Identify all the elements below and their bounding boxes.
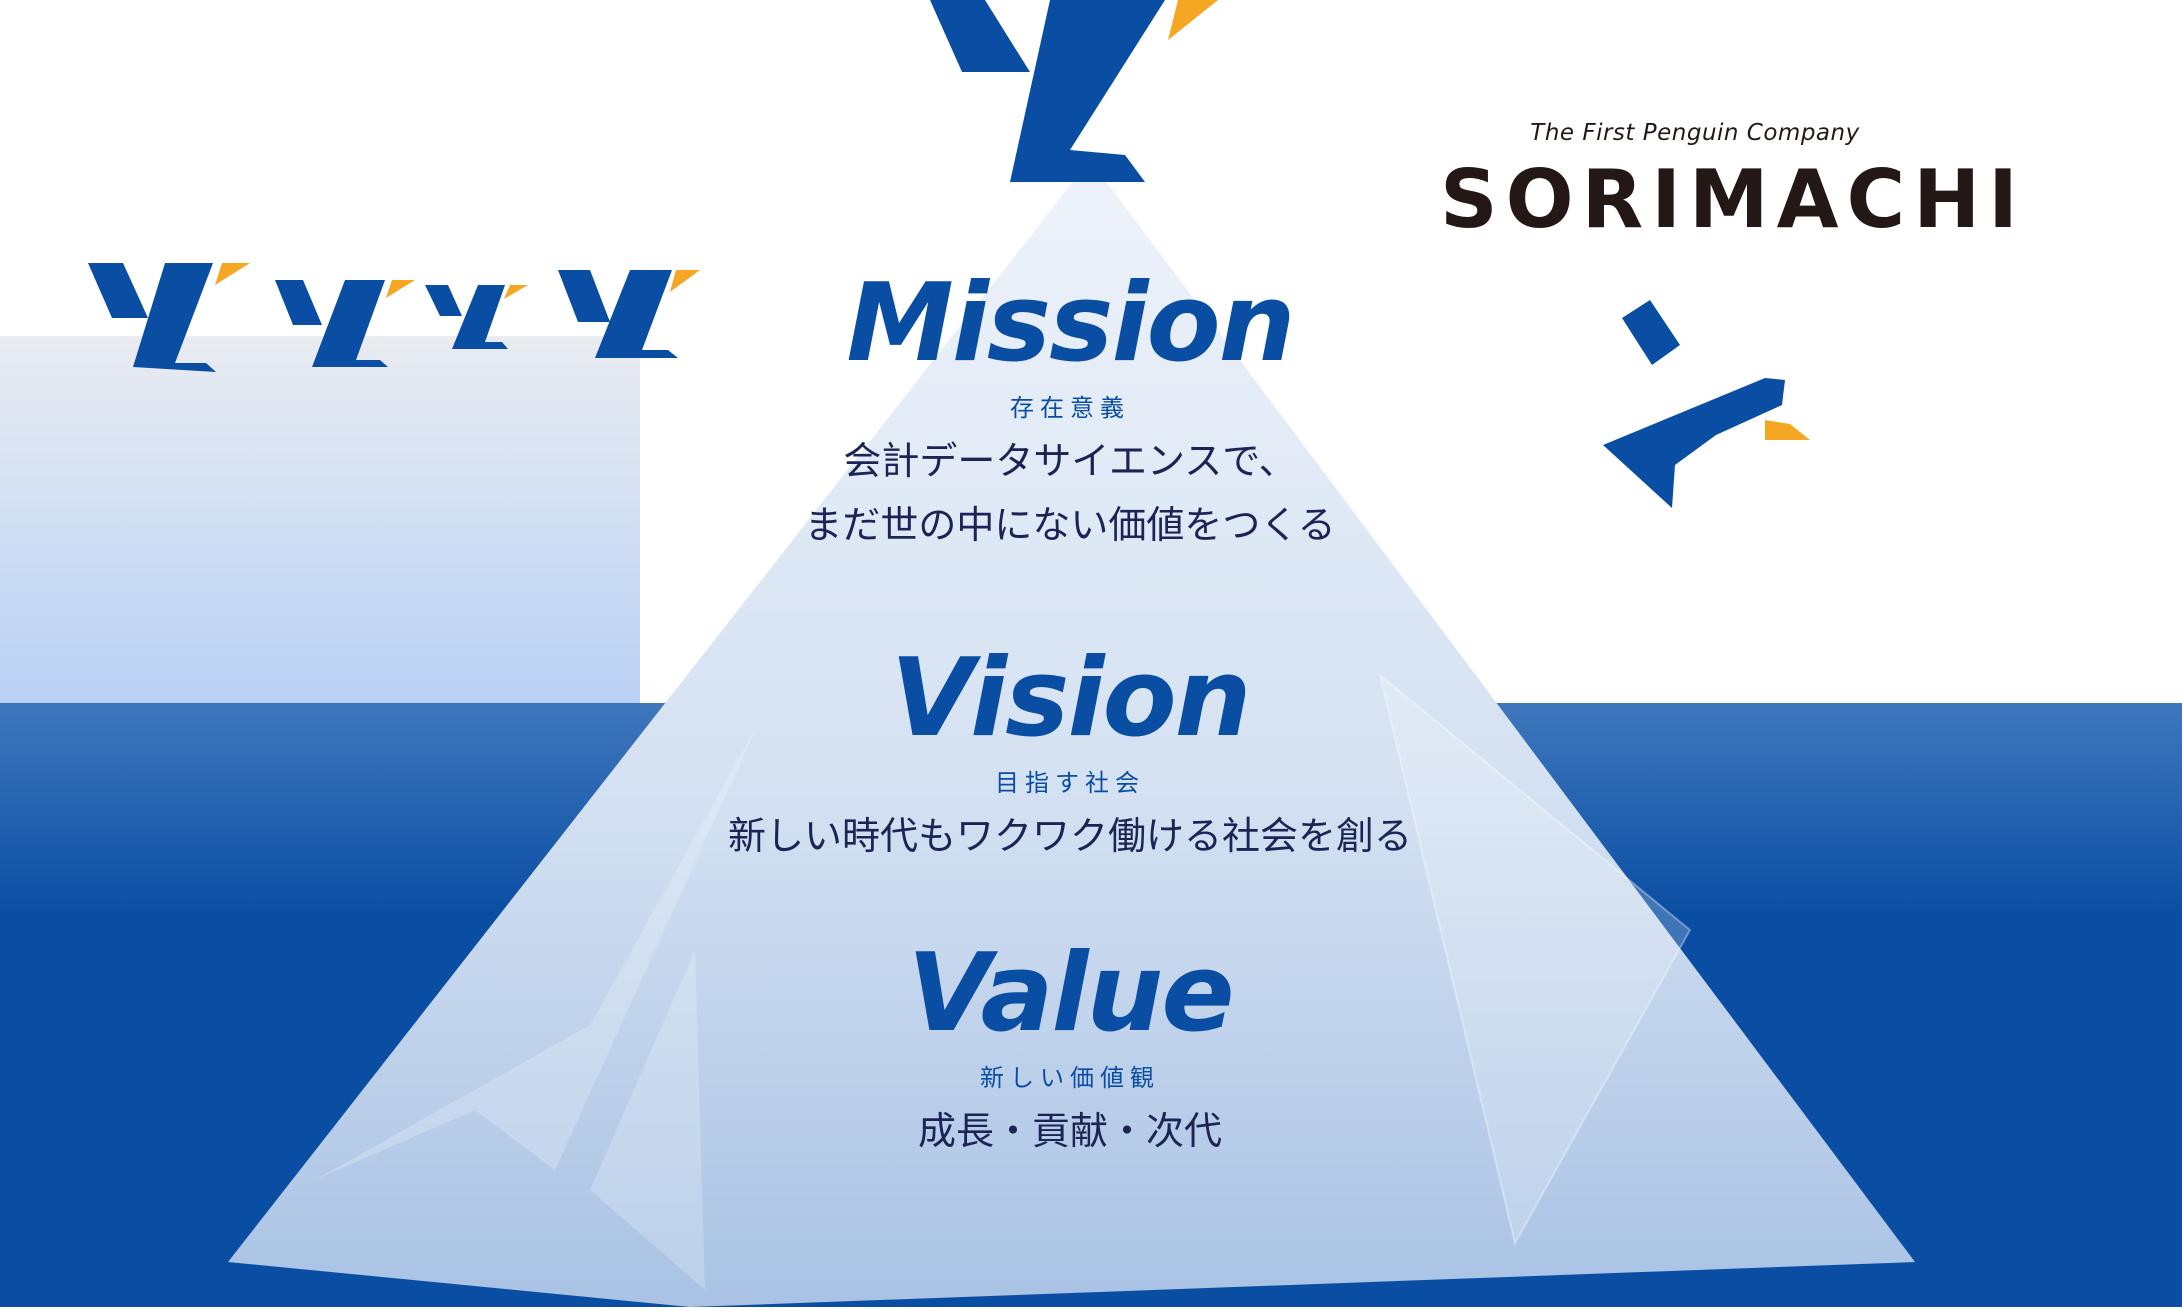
mission-line: まだ世の中にない価値をつくる [804,503,1336,547]
iceberg [228,160,1915,1307]
value-section: Value 新しい価値観 成長・貢献・次代 [640,940,1500,1163]
mission-heading: Mission [846,261,1295,386]
mission-section: Mission 存在意義 会計データサイエンスで、 まだ世の中にない価値をつくる [640,270,1500,557]
penguin-mark-icon [930,0,1218,182]
penguin-mark-icon [558,270,700,358]
value-statement: 成長・貢献・次代 [640,1099,1500,1163]
iceberg-facets [315,675,1690,1290]
brand-name: SORIMACHI [1440,153,2026,246]
sky-band [0,336,640,704]
mission-statement: 会計データサイエンスで、 まだ世の中にない価値をつくる [640,429,1500,557]
mission-subtitle: 存在意義 [1010,394,1130,422]
penguin-mark-icon [1603,300,1810,508]
vision-statement: 新しい時代もワクワク働ける社会を創る [640,804,1500,868]
vision-subtitle: 目指す社会 [995,769,1145,797]
vision-line: 新しい時代もワクワク働ける社会を創る [727,814,1412,858]
mission-line: 会計データサイエンスで、 [843,439,1297,483]
vision-section: Vision 目指す社会 新しい時代もワクワク働ける社会を創る [640,645,1500,868]
value-heading: Value [907,931,1234,1056]
penguin-mark-icon [275,280,415,367]
brand-tagline: The First Penguin Company [1530,120,1860,146]
value-subtitle: 新しい価値観 [980,1064,1160,1092]
penguin-mark-icon [425,285,528,349]
penguin-mark-icon [88,263,250,372]
vision-heading: Vision [890,636,1251,761]
value-line: 成長・貢献・次代 [917,1109,1222,1153]
